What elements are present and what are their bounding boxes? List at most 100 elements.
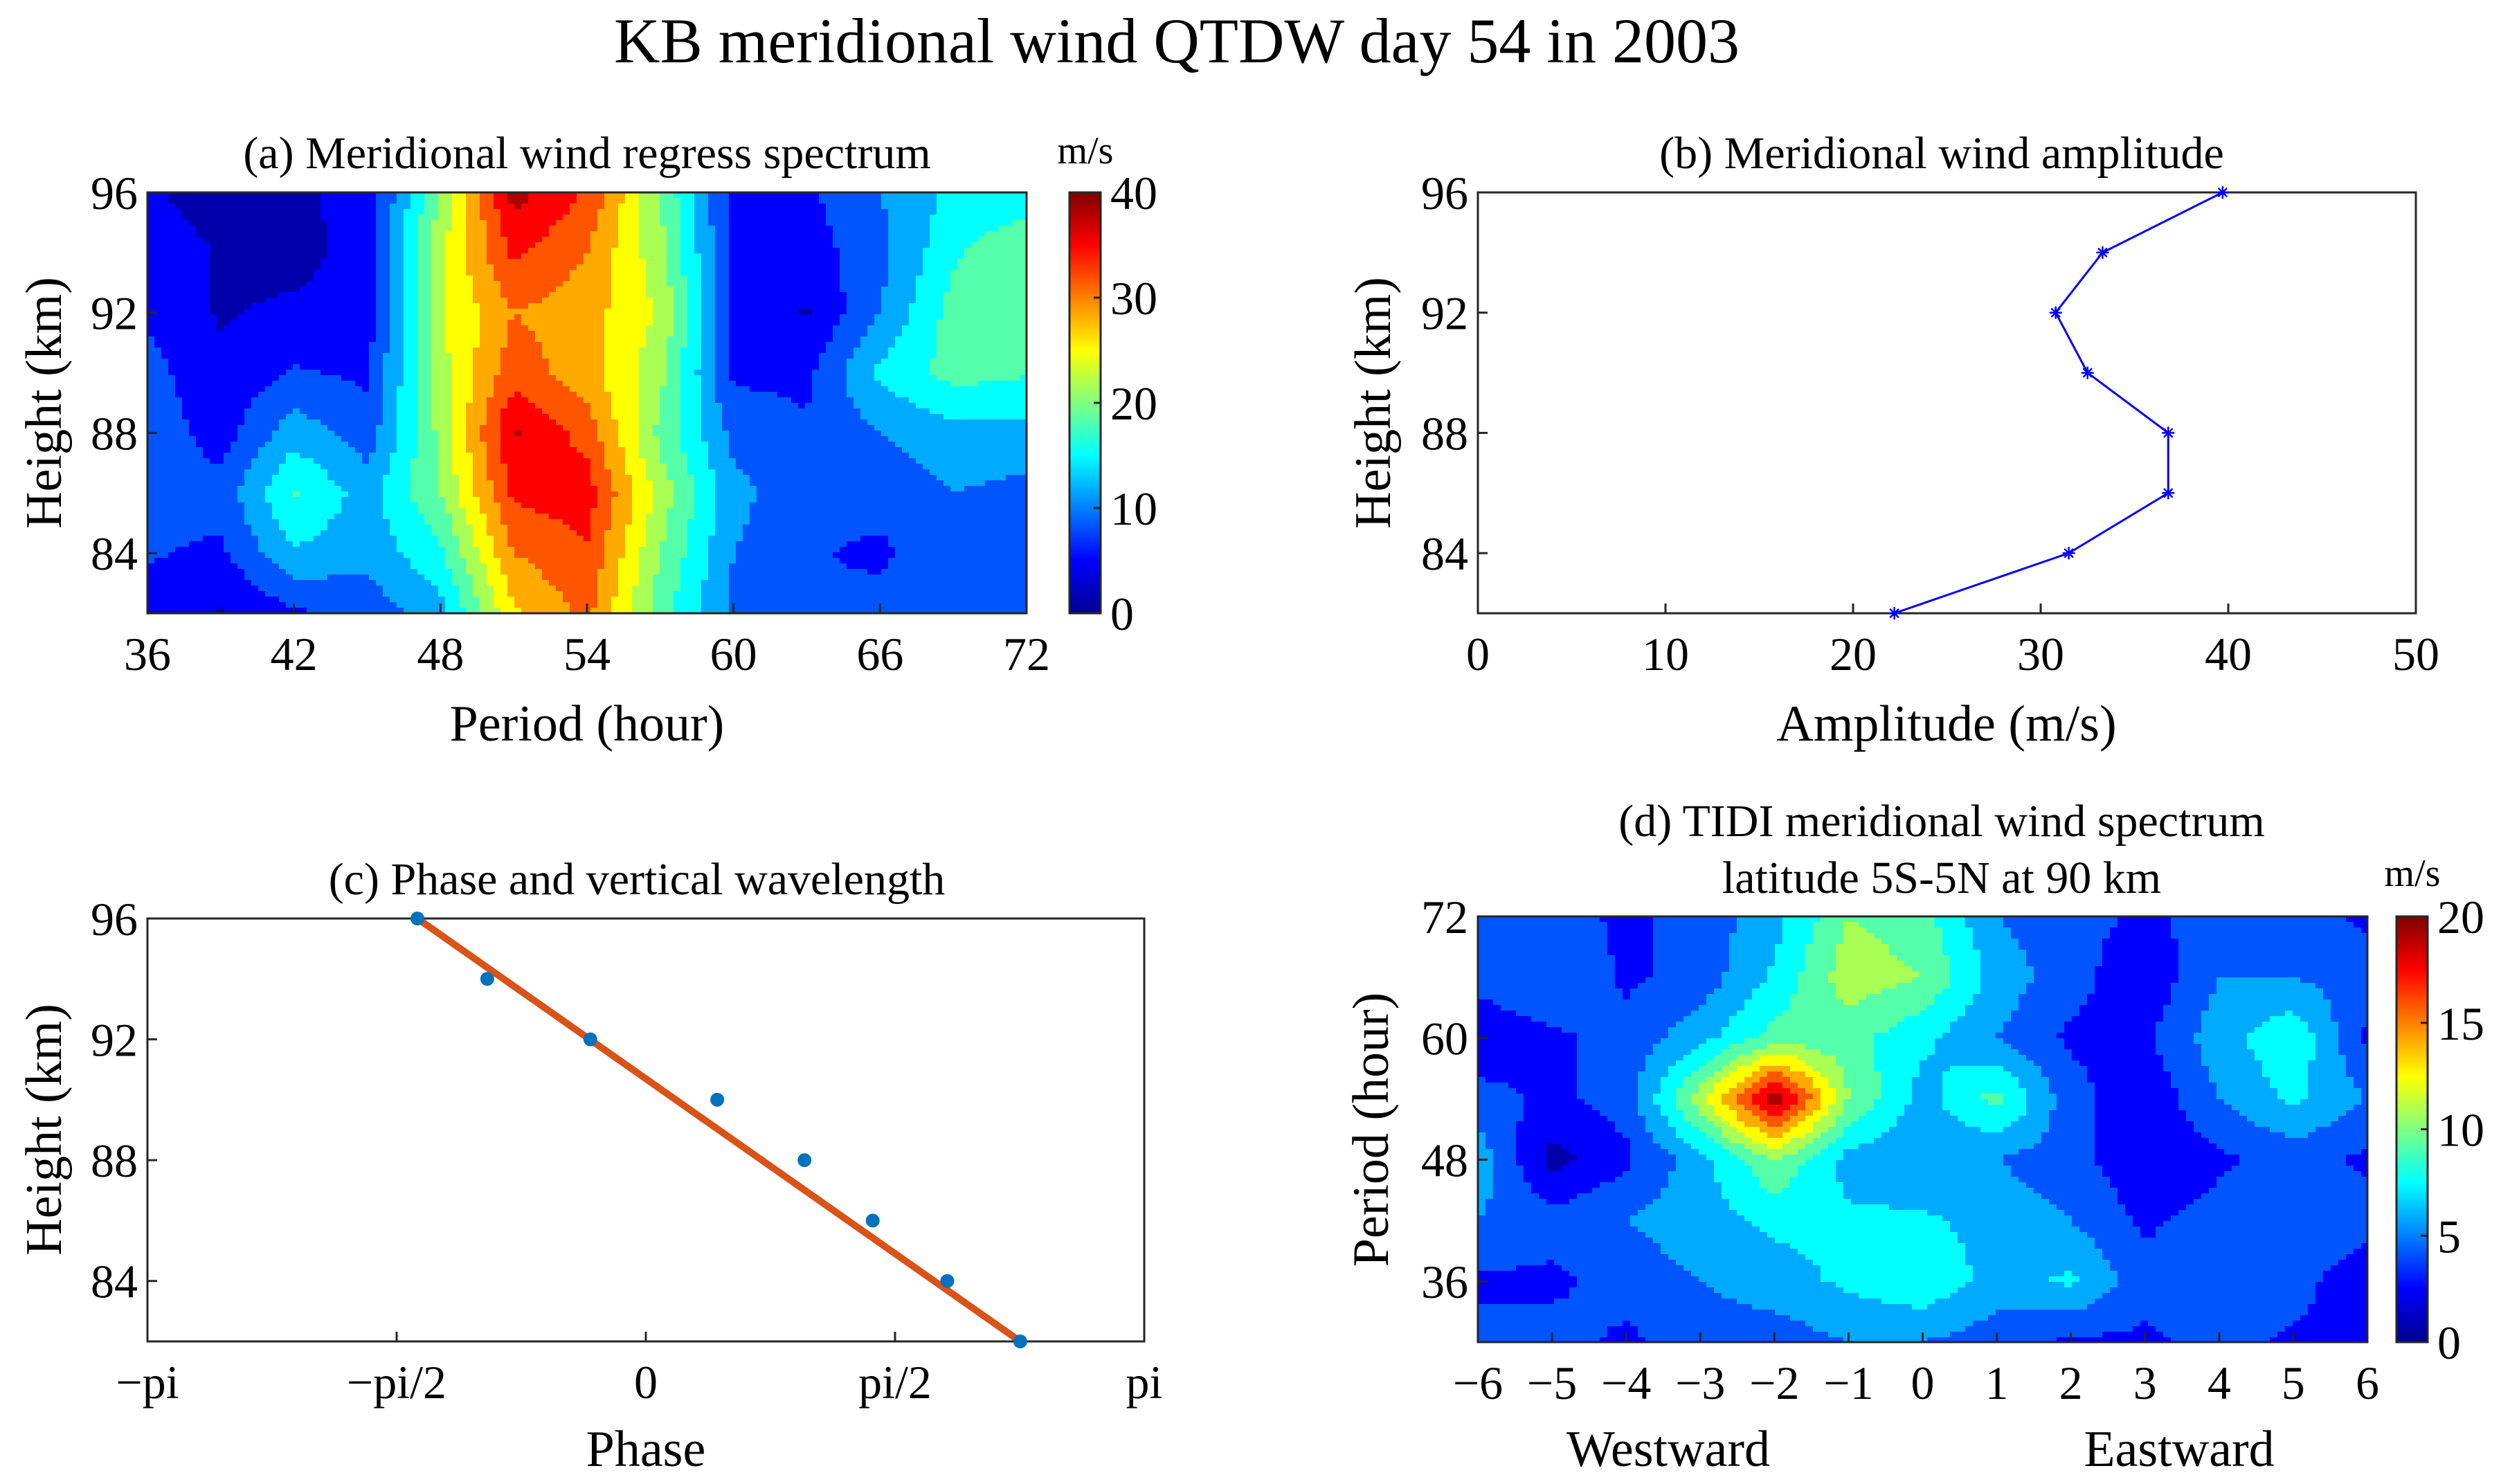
panel-a-cell bbox=[383, 381, 390, 387]
panel-a-cell bbox=[293, 375, 300, 381]
panel-a-cell bbox=[971, 287, 979, 293]
panel-a-cell bbox=[715, 347, 723, 354]
panel-a-cell bbox=[722, 226, 730, 232]
panel-a-cell bbox=[611, 370, 619, 376]
panel-a-cell bbox=[943, 226, 951, 232]
panel-a-cell bbox=[507, 381, 515, 387]
panel-a-cell bbox=[646, 198, 653, 204]
panel-a-cell bbox=[902, 275, 910, 282]
panel-a-cell bbox=[860, 320, 868, 326]
panel-a-cell bbox=[750, 275, 757, 282]
panel-a-cell bbox=[625, 198, 633, 204]
panel-a-cell bbox=[500, 264, 508, 271]
panel-a-cell bbox=[611, 397, 619, 404]
panel-a-cell bbox=[1020, 203, 1027, 210]
panel-a-cell bbox=[632, 403, 640, 409]
panel-a-cell bbox=[687, 259, 695, 265]
panel-a-cell bbox=[293, 237, 300, 243]
panel-a-cell bbox=[424, 386, 432, 392]
panel-a-cell bbox=[943, 215, 951, 221]
panel-a-cell bbox=[327, 259, 335, 265]
panel-a-cell bbox=[514, 275, 522, 282]
panel-a-cell bbox=[154, 325, 162, 332]
panel-a-cell bbox=[210, 226, 217, 232]
panel-a-cell bbox=[231, 298, 238, 304]
panel-a-cell bbox=[625, 231, 633, 237]
panel-a-cell bbox=[535, 203, 543, 210]
panel-a-cell bbox=[348, 192, 356, 199]
panel-a-cell bbox=[916, 353, 923, 359]
panel-a-cell bbox=[362, 237, 370, 243]
panel-a-cell bbox=[556, 281, 563, 287]
panel-a-cell bbox=[293, 314, 300, 320]
panel-a-cell bbox=[348, 281, 356, 287]
panel-a-cell bbox=[584, 298, 591, 304]
panel-a-cell bbox=[923, 397, 930, 404]
panel-a-cell bbox=[182, 359, 190, 365]
panel-a-cell bbox=[286, 253, 294, 260]
panel-a-cell bbox=[417, 342, 425, 348]
panel-a-cell bbox=[750, 231, 757, 237]
panel-a-cell bbox=[1020, 325, 1027, 332]
panel-a-cell bbox=[791, 281, 799, 287]
panel-a-cell bbox=[300, 381, 307, 387]
panel-a-cell bbox=[147, 226, 155, 232]
panel-a-cell bbox=[452, 275, 460, 282]
panel-a-cell bbox=[597, 353, 605, 359]
panel-a-cell bbox=[978, 347, 986, 354]
panel-a-cell bbox=[1013, 253, 1020, 260]
panel-a-cell bbox=[514, 231, 522, 237]
panel-a-cell bbox=[452, 253, 460, 260]
panel-a-cell bbox=[667, 303, 674, 309]
panel-a-cell bbox=[895, 270, 903, 276]
panel-a-cell bbox=[694, 336, 702, 343]
panel-a-cell bbox=[410, 403, 418, 409]
panel-a-cell bbox=[978, 375, 986, 381]
panel-a-cell bbox=[500, 336, 508, 343]
panel-a-cell bbox=[383, 342, 390, 348]
panel-a-cell bbox=[743, 203, 750, 210]
panel-a-cell bbox=[362, 192, 370, 199]
panel-a-cell bbox=[210, 292, 217, 298]
panel-a-cell bbox=[909, 287, 917, 293]
panel-a-cell bbox=[466, 192, 473, 199]
panel-a-cell bbox=[348, 353, 356, 359]
panel-a-cell bbox=[528, 226, 536, 232]
panel-a-cell bbox=[867, 397, 875, 404]
panel-a-cell bbox=[196, 325, 204, 332]
panel-a-cell bbox=[528, 359, 536, 365]
panel-a-cell bbox=[923, 309, 930, 315]
panel-a-cell bbox=[549, 248, 557, 254]
panel-a-cell bbox=[279, 275, 287, 282]
panel-a-cell bbox=[660, 231, 667, 237]
panel-a-cell bbox=[244, 336, 252, 343]
panel-a-cell bbox=[985, 203, 993, 210]
panel-a-cell bbox=[563, 381, 570, 387]
panel-a-cell bbox=[424, 259, 432, 265]
panel-a-cell bbox=[542, 209, 550, 215]
panel-a-cell bbox=[307, 215, 314, 221]
panel-a-cell bbox=[943, 397, 951, 404]
panel-a-cell bbox=[521, 359, 529, 365]
panel-a-cell bbox=[923, 226, 930, 232]
panel-a-cell bbox=[847, 270, 854, 276]
panel-a-cell bbox=[196, 408, 204, 415]
panel-a-cell bbox=[362, 314, 370, 320]
panel-a-cell bbox=[770, 237, 778, 243]
panel-a-cell bbox=[431, 359, 439, 365]
panel-a-cell bbox=[237, 408, 245, 415]
panel-a-cell bbox=[494, 220, 501, 226]
panel-a-cell bbox=[590, 331, 598, 337]
panel-a-cell bbox=[764, 264, 771, 271]
panel-a-cell bbox=[985, 270, 993, 276]
panel-a-cell bbox=[161, 192, 169, 199]
panel-a-cell bbox=[708, 248, 716, 254]
panel-a-cell bbox=[680, 403, 688, 409]
panel-a-cell bbox=[265, 209, 273, 215]
panel-a-cell bbox=[514, 359, 522, 365]
panel-a-cell bbox=[404, 209, 411, 215]
panel-a-cell bbox=[369, 320, 377, 326]
panel-a-cell bbox=[334, 331, 342, 337]
panel-a-cell bbox=[494, 287, 501, 293]
panel-a-cell bbox=[549, 270, 557, 276]
